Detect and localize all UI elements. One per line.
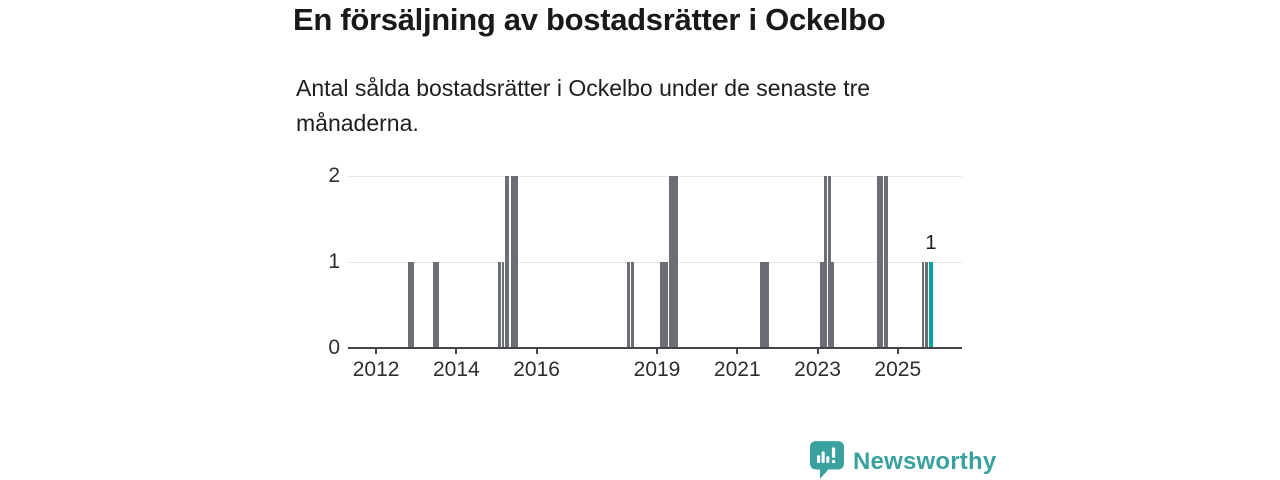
bar xyxy=(876,176,880,348)
x-tick-label: 2023 xyxy=(794,358,841,381)
bar xyxy=(880,176,884,348)
bar xyxy=(663,262,666,348)
bar-current xyxy=(928,262,933,348)
bar xyxy=(819,262,824,348)
newsworthy-logo-text: Newsworthy xyxy=(853,448,997,475)
bar xyxy=(921,262,925,348)
bar xyxy=(666,262,669,348)
gridline-y2 xyxy=(348,176,962,177)
bar xyxy=(766,262,770,348)
bar xyxy=(408,262,415,348)
chart: 0 1 2 2012 2014 2016 2019 2021 2023 2025 1 xyxy=(296,164,968,394)
y-tick-label: 1 xyxy=(328,250,340,273)
newsworthy-logo: Newsworthy xyxy=(810,441,996,480)
chart-subtitle: Antal sålda bostadsrätter i Ockelbo unde… xyxy=(296,75,871,136)
bar xyxy=(760,262,763,348)
bar xyxy=(510,176,518,348)
x-axis-line xyxy=(348,347,962,349)
bar xyxy=(498,262,501,348)
bar xyxy=(505,176,509,348)
x-tick-mark xyxy=(736,349,739,354)
y-tick-label: 0 xyxy=(328,336,340,359)
bar xyxy=(631,262,634,348)
current-value-label: 1 xyxy=(925,232,937,254)
bar xyxy=(827,176,831,348)
gridline-y1 xyxy=(348,262,962,263)
bar xyxy=(669,176,672,348)
y-tick-label: 2 xyxy=(328,164,340,187)
bar xyxy=(831,262,834,348)
x-tick-label: 2012 xyxy=(352,358,400,381)
x-tick-mark xyxy=(455,349,458,354)
bar xyxy=(925,262,928,348)
x-tick-mark xyxy=(656,349,658,354)
x-tick-label: 2025 xyxy=(874,358,922,381)
plot-area xyxy=(348,176,962,349)
bar xyxy=(883,176,888,348)
x-tick-mark xyxy=(535,349,538,354)
x-tick-mark xyxy=(816,349,819,354)
bar xyxy=(660,262,663,348)
bar xyxy=(763,262,766,348)
bar xyxy=(433,262,440,348)
x-tick-mark xyxy=(896,349,899,354)
x-tick-label: 2021 xyxy=(713,358,761,381)
bar xyxy=(675,176,679,348)
bar xyxy=(502,262,505,348)
x-tick-mark xyxy=(375,349,378,354)
page-title: En försäljning av bostadsrätter i Ockelb… xyxy=(293,2,886,37)
x-tick-label: 2014 xyxy=(432,358,480,381)
bar xyxy=(626,262,631,348)
x-tick-label: 2016 xyxy=(513,358,560,381)
bar xyxy=(824,176,828,348)
newsworthy-logo-icon xyxy=(810,441,844,479)
bar xyxy=(672,176,675,348)
x-tick-label: 2019 xyxy=(633,358,681,381)
